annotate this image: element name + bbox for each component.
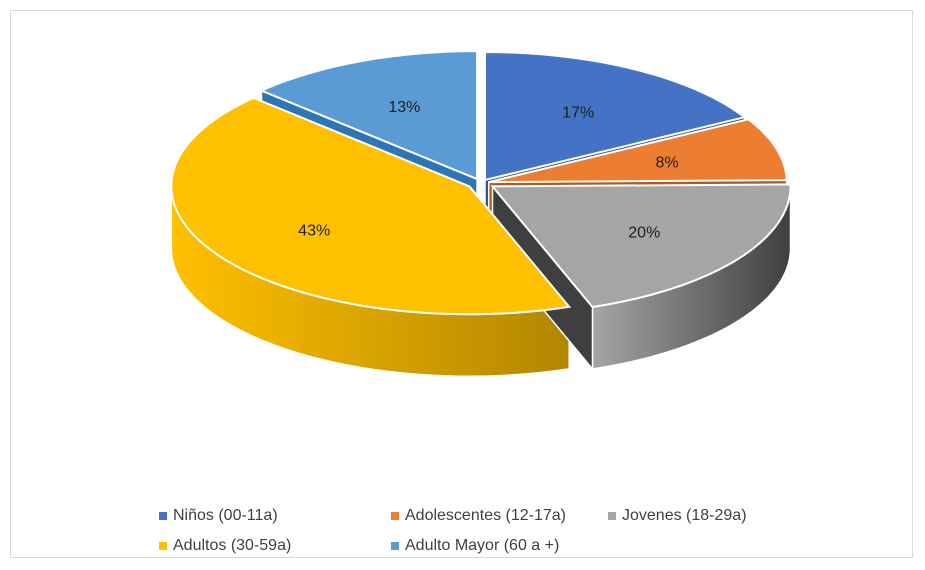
data-label-adulto-mayor: 13% (388, 99, 420, 116)
legend-item-adolescentes: Adolescentes (12-17a) (391, 507, 608, 525)
pie-slice-ninos (484, 50, 747, 182)
legend-swatch-adultos (159, 542, 167, 550)
pie-chart: 17% 8% 20% 43% 13% (170, 50, 792, 378)
legend-swatch-jovenes (608, 512, 616, 520)
legend-swatch-adulto-mayor (391, 542, 399, 550)
pie-slice-adultos (170, 96, 572, 316)
legend-label-ninos: Niños (00-11a) (173, 507, 278, 524)
legend: Niños (00-11a) Adolescentes (12-17a) Jov… (159, 501, 859, 561)
legend-item-adulto-mayor: Adulto Mayor (60 a +) (391, 537, 559, 555)
chart-area: 17% 8% 20% 43% 13% Niños (00-11a) Adolescent… (10, 10, 913, 558)
legend-label-adolescentes: Adolescentes (12-17a) (405, 507, 566, 524)
pie-slice-adulto-mayor (259, 50, 479, 181)
legend-row-1: Niños (00-11a) Adolescentes (12-17a) Jov… (159, 501, 859, 531)
legend-swatch-ninos (159, 512, 167, 520)
data-label-ninos: 17% (562, 105, 594, 122)
data-label-adolescentes: 8% (656, 154, 679, 171)
legend-item-jovenes: Jovenes (18-29a) (608, 507, 747, 525)
legend-label-jovenes: Jovenes (18-29a) (622, 507, 747, 524)
pie-slice-adolescentes (488, 118, 788, 184)
legend-item-ninos: Niños (00-11a) (159, 507, 391, 525)
legend-label-adultos: Adultos (30-59a) (173, 537, 292, 554)
legend-item-adultos: Adultos (30-59a) (159, 537, 391, 555)
legend-label-adulto-mayor: Adulto Mayor (60 a +) (405, 537, 560, 554)
data-label-adultos: 43% (298, 223, 330, 240)
pie-slice-jovenes (490, 183, 792, 309)
legend-swatch-adolescentes (391, 512, 399, 520)
legend-row-2: Adultos (30-59a) Adulto Mayor (60 a +) (159, 531, 859, 561)
data-label-jovenes: 20% (628, 225, 660, 242)
